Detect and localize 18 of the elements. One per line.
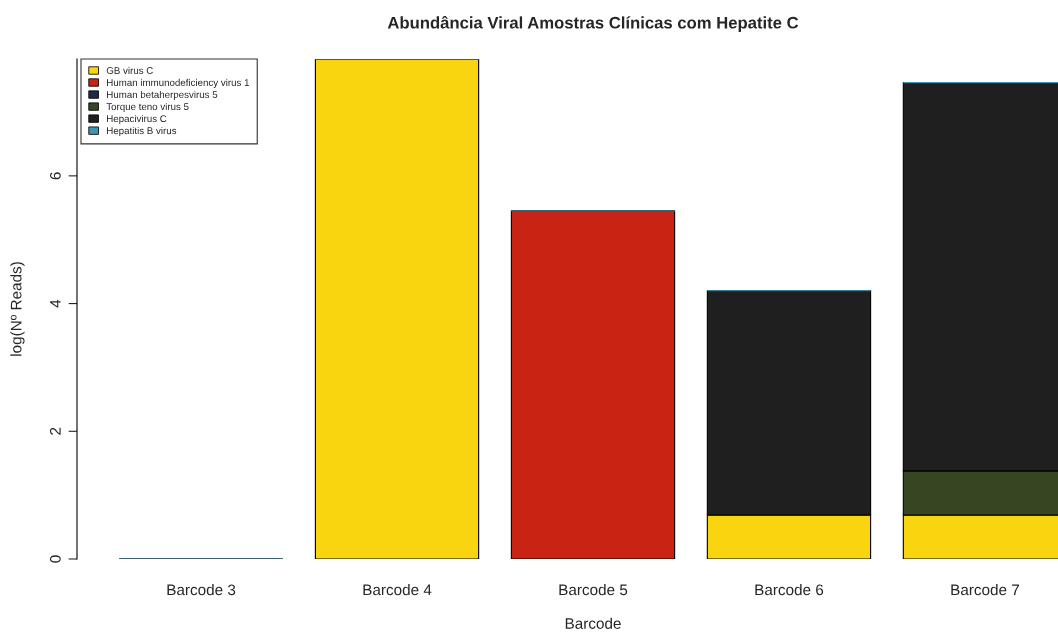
legend-label: Human immunodeficiency virus 1: [107, 78, 249, 88]
y-tick-label: 4: [50, 299, 61, 308]
x-tick-label: Barcode 4: [363, 584, 432, 596]
y-tick-label: 2: [49, 427, 61, 435]
x-tick-label: Barcode 5: [559, 584, 628, 596]
y-tick-label: 6: [49, 172, 61, 180]
x-tick-label: Barcode 3: [167, 584, 236, 596]
x-tick-label: Barcode 7: [951, 584, 1020, 596]
legend-label: Human betaherpesvirus 5: [107, 90, 218, 100]
x-tick-label: Barcode 6: [755, 584, 824, 596]
y-axis-title: log(Nº Reads): [10, 262, 25, 356]
chart-title: Abundância Viral Amostras Clínicas com Hepatite C: [387, 16, 799, 32]
legend-label: GB virus C: [106, 66, 153, 74]
y-tick-label: 0: [49, 555, 61, 563]
legend-label: Hepatitis B virus: [107, 126, 177, 137]
x-axis-title: Barcode: [565, 617, 621, 629]
legend-label: Torque teno virus 5: [106, 102, 189, 112]
legend-label: Hepacivirus C: [107, 114, 167, 125]
